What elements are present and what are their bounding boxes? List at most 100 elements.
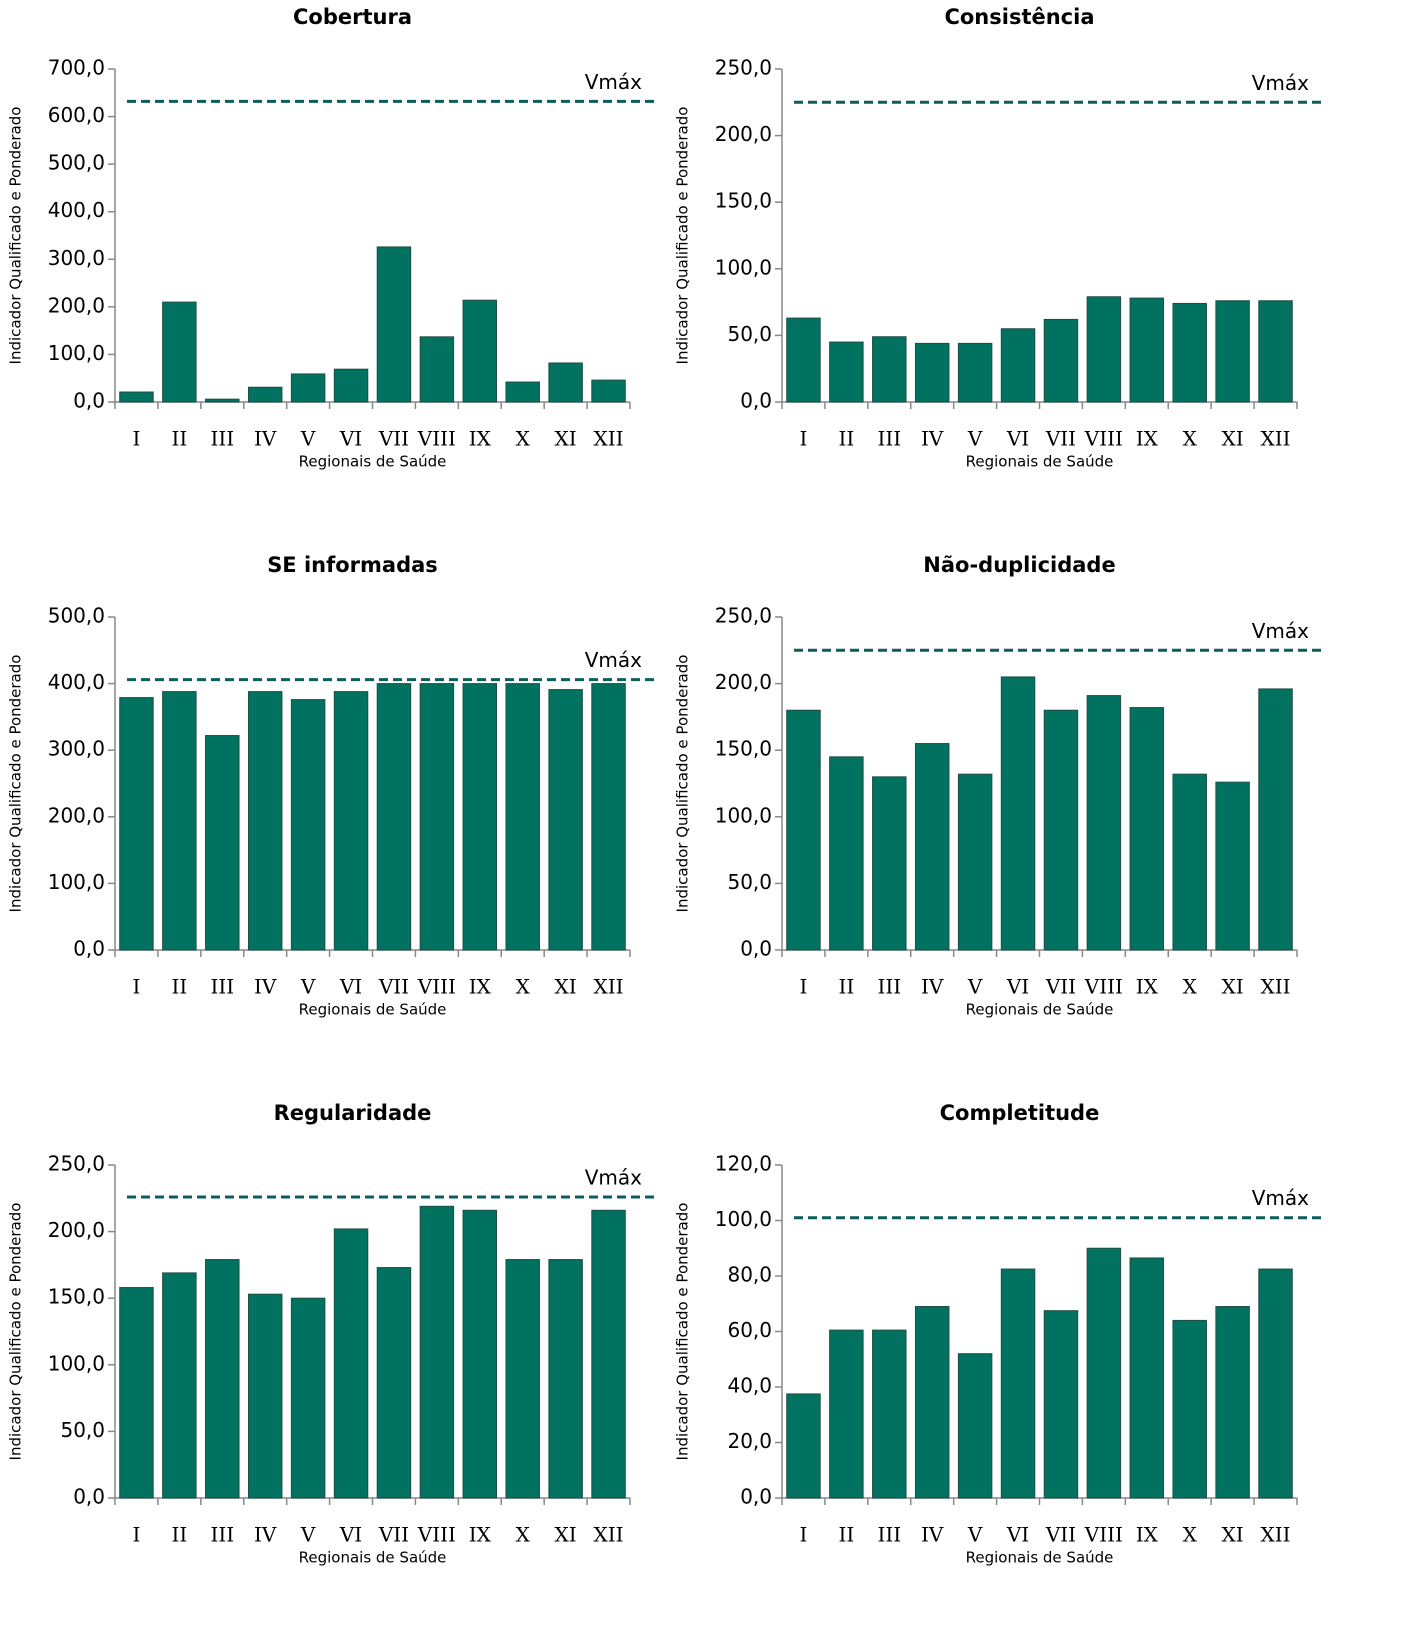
bar	[205, 735, 240, 951]
y-tick-label: 500,0	[48, 151, 105, 175]
x-axis-title: Regionais de Saúde	[299, 1549, 447, 1567]
x-tick-label: VII	[378, 975, 409, 999]
x-tick-label: IX	[469, 975, 492, 999]
x-tick-label: X	[516, 975, 531, 999]
bar	[1215, 300, 1250, 403]
bar	[1086, 695, 1122, 951]
y-tick-label: 300,0	[48, 246, 105, 270]
bar	[829, 756, 864, 951]
bar	[1000, 328, 1036, 403]
x-axis-title: Regionais de Saúde	[966, 1549, 1114, 1567]
reference-label: Vmáx	[1252, 71, 1309, 95]
x-tick-label: XI	[555, 427, 577, 451]
bar	[914, 342, 950, 403]
reference-label: Vmáx	[1252, 619, 1309, 643]
bar	[333, 691, 369, 951]
x-tick-label: III	[877, 427, 901, 451]
x-tick-label: XI	[555, 1523, 577, 1547]
y-axis-title: Indicador Qualificado e Ponderado	[7, 655, 25, 913]
x-tick-label: VIII	[1084, 1523, 1123, 1547]
reference-label: Vmáx	[585, 648, 642, 672]
x-tick-label: VII	[1045, 427, 1076, 451]
chart-title: Regularidade	[274, 1101, 432, 1125]
y-tick-label: 100,0	[715, 803, 772, 827]
bar	[376, 246, 412, 403]
x-tick-label: X	[1183, 1523, 1198, 1547]
y-tick-label: 0,0	[73, 1485, 105, 1509]
y-tick-label: 200,0	[48, 293, 105, 317]
bar	[162, 691, 197, 951]
bar	[1086, 1247, 1122, 1499]
bar	[205, 398, 240, 403]
x-tick-label: XI	[1222, 427, 1244, 451]
bar	[1043, 1310, 1079, 1499]
x-tick-label: XII	[1261, 1523, 1291, 1547]
x-tick-label: VIII	[1084, 427, 1123, 451]
y-tick-label: 200,0	[48, 1218, 105, 1242]
bar	[162, 1272, 197, 1499]
x-tick-label: VIII	[417, 1523, 456, 1547]
x-axis-title: Regionais de Saúde	[299, 453, 447, 471]
y-tick-label: 120,0	[715, 1152, 772, 1176]
bar	[548, 1259, 583, 1499]
bar	[1129, 297, 1165, 403]
bar	[290, 1297, 326, 1499]
bar	[1129, 1257, 1165, 1499]
x-tick-label: IX	[1136, 1523, 1159, 1547]
x-tick-label: II	[838, 427, 854, 451]
bar	[119, 697, 154, 951]
bar	[548, 689, 583, 951]
x-tick-label: V	[967, 975, 983, 999]
y-tick-label: 80,0	[727, 1263, 772, 1287]
x-tick-label: I	[133, 975, 141, 999]
x-tick-label: IX	[1136, 427, 1159, 451]
x-tick-label: V	[967, 427, 983, 451]
y-tick-label: 50,0	[727, 322, 772, 346]
y-tick-label: 100,0	[48, 870, 105, 894]
bar	[1086, 296, 1122, 403]
bar	[1000, 676, 1036, 951]
x-tick-label: XII	[594, 1523, 624, 1547]
x-tick-label: IV	[254, 975, 277, 999]
bar	[872, 1329, 907, 1499]
x-tick-label: X	[1183, 427, 1198, 451]
x-tick-label: I	[133, 1523, 141, 1547]
bar	[205, 1259, 240, 1499]
bar	[1172, 773, 1207, 951]
bar	[591, 379, 626, 403]
x-tick-label: V	[300, 975, 316, 999]
x-tick-label: II	[838, 975, 854, 999]
x-tick-label: XII	[1261, 975, 1291, 999]
x-tick-label: IV	[921, 427, 944, 451]
bar	[1215, 1306, 1250, 1499]
bar	[1258, 1268, 1293, 1499]
y-tick-label: 400,0	[48, 198, 105, 222]
bar	[1172, 302, 1207, 403]
x-tick-label: XI	[1222, 975, 1244, 999]
bar	[872, 776, 907, 951]
x-tick-label: XII	[594, 427, 624, 451]
x-tick-label: VII	[1045, 975, 1076, 999]
x-tick-label: X	[516, 1523, 531, 1547]
bar	[591, 1209, 626, 1499]
x-tick-label: V	[300, 1523, 316, 1547]
y-tick-label: 250,0	[48, 1152, 105, 1176]
x-tick-label: III	[210, 975, 234, 999]
x-tick-label: VIII	[417, 975, 456, 999]
y-tick-label: 200,0	[715, 670, 772, 694]
bar	[247, 386, 283, 403]
x-tick-label: III	[877, 1523, 901, 1547]
x-tick-label: V	[967, 1523, 983, 1547]
bar	[591, 683, 626, 951]
y-tick-label: 150,0	[715, 189, 772, 213]
reference-label: Vmáx	[1252, 1186, 1309, 1210]
y-tick-label: 60,0	[727, 1318, 772, 1342]
bar	[333, 368, 369, 403]
bar	[1043, 709, 1079, 951]
y-tick-label: 200,0	[48, 803, 105, 827]
y-tick-label: 700,0	[48, 56, 105, 80]
x-tick-label: XI	[555, 975, 577, 999]
bar	[462, 299, 498, 403]
x-tick-label: I	[800, 427, 808, 451]
